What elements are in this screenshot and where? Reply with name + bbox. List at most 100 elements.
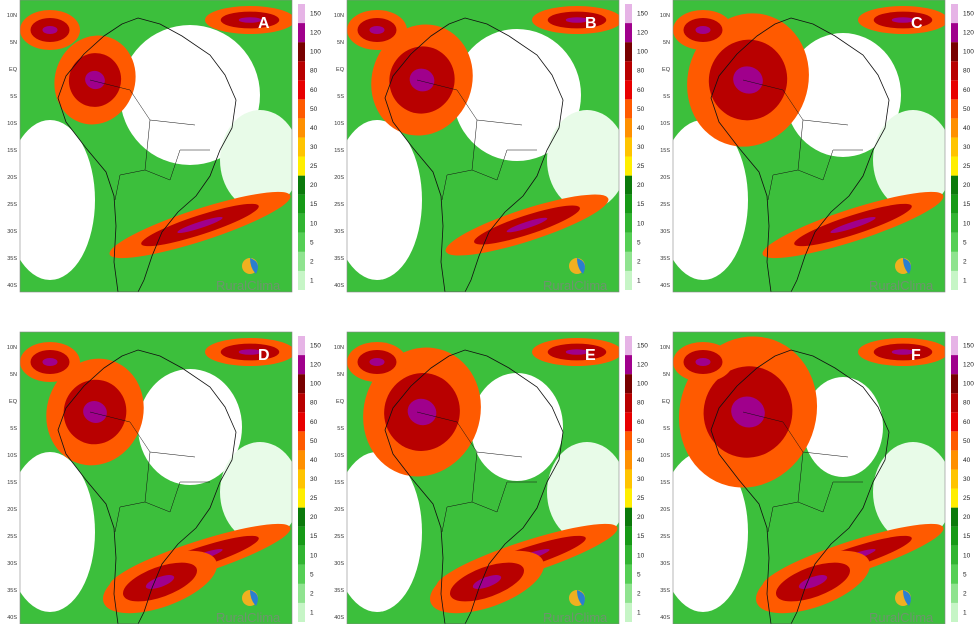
legend-tick-label: 40 [963,457,971,464]
rain-peak [506,217,548,233]
panel-letter: A [258,15,270,32]
borders [89,411,210,533]
legend-swatch [625,469,632,489]
legend-tick-label: 60 [310,419,318,426]
legend-swatch [951,450,958,470]
legend-tick-label: 15 [310,201,318,208]
latitude-label: 30S [7,561,17,567]
legend-swatch [951,61,958,81]
legend-swatch [625,99,632,119]
latitude-label: 20S [7,175,17,181]
logo-leaf [250,258,258,274]
legend-swatch [298,175,305,195]
legend-tick-label: 40 [963,125,971,132]
latitude-label: 10S [7,121,17,127]
map-panel: E RuralClima 10N 5N EQ 5S 10S 15S 20S 25S 30S 35S 40… [334,331,648,624]
latitude-label: 10N [7,345,17,351]
legend-swatch [625,61,632,81]
map [20,0,292,292]
rain-peak [695,26,711,34]
legend-tick-label: 50 [310,438,318,445]
legend-swatch [625,23,632,43]
latitude-label: 40S [7,615,17,621]
legend-swatch [951,137,958,157]
legend-tick-label: 60 [963,87,971,94]
latitude-label: 10S [660,121,670,127]
legend-swatch [298,194,305,214]
legend-swatch [951,118,958,138]
latitude-label: 15S [660,480,670,486]
legend-tick-label: 5 [963,239,967,246]
legend-swatch [298,450,305,470]
legend-swatch [951,412,958,432]
map-frame [672,0,946,293]
latitude-label: 15S [334,148,344,154]
latitude-label: 30S [7,229,17,235]
legend-tick-label: 1 [637,277,641,284]
coastline [384,17,564,292]
rain-peak [565,17,589,23]
legend-tick-label: 150 [963,343,974,350]
legend-tick-label: 80 [963,400,971,407]
latitude-label: 35S [334,256,344,262]
rain-peak [42,358,58,366]
rain-peak [407,398,437,426]
panel-letter: C [911,15,923,32]
latitude-label: EQ [662,399,671,405]
dry-area [873,110,945,210]
logo-leaf [903,590,911,606]
legend-tick-label: 100 [637,49,648,56]
dry-area [785,33,901,157]
dry-area [120,25,260,165]
legend-swatch [298,583,305,603]
rain-peak [891,17,915,23]
legend-tick-label: 10 [310,552,318,559]
legend-tick-label: 100 [963,49,974,56]
watermark: RuralClima [216,278,281,293]
legend-tick-label: 150 [310,11,321,18]
legend-tick-label: 5 [310,239,314,246]
latitude-label: 5N [337,40,344,46]
legend-swatch [951,232,958,252]
legend-swatch [298,393,305,413]
legend-swatch [951,545,958,565]
legend-tick-label: 2 [310,258,314,265]
panel-letter: B [585,15,597,32]
dry-area [220,110,292,210]
legend-tick-label: 120 [310,362,321,369]
legend-swatch [951,507,958,527]
latitude-label: 20S [7,507,17,513]
watermark: RuralClima [869,278,934,293]
legend-swatch [951,336,958,356]
legend-tick-label: 150 [637,343,648,350]
legend-tick-label: 25 [637,495,645,502]
legend-tick-label: 30 [637,144,645,151]
legend-tick-label: 5 [963,571,967,578]
legend-swatch [298,374,305,394]
map-frame [672,331,946,624]
legend-tick-label: 15 [310,533,318,540]
legend-tick-label: 120 [637,30,648,37]
legend-swatch [625,175,632,195]
legend-swatch [951,488,958,508]
legend-swatch [951,23,958,43]
legend-swatch [298,270,305,290]
rain-peak [695,358,711,366]
legend-tick-label: 1 [637,609,641,616]
legend-tick-label: 2 [310,590,314,597]
legend-tick-label: 100 [310,49,321,56]
latitude-label: 25S [660,534,670,540]
logo-leaf [250,590,258,606]
legend-swatch [951,564,958,584]
legend-tick-label: 20 [963,514,971,521]
latitude-label: 25S [7,202,17,208]
legend-tick-label: 150 [310,343,321,350]
legend-swatch [298,42,305,62]
legend-tick-label: 40 [637,125,645,132]
legend-tick-label: 120 [310,30,321,37]
watermark: RuralClima [543,278,608,293]
legend-swatch [298,412,305,432]
legend-tick-label: 10 [637,220,645,227]
